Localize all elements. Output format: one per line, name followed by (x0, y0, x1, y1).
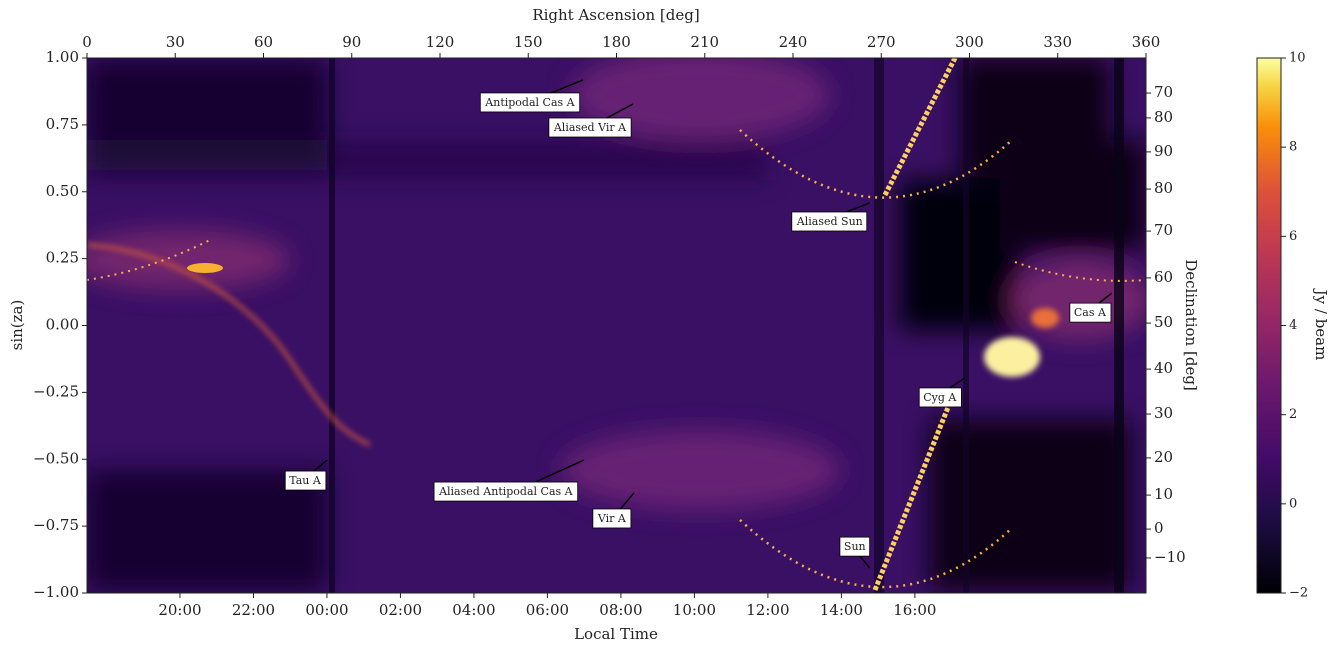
x-tick-label: 02:00 (379, 601, 422, 619)
x-tick-label: 14:00 (820, 601, 863, 619)
annotation-pointer (948, 377, 966, 390)
y2-tick-label: 30 (1154, 404, 1173, 422)
annotation-label: Sun (844, 540, 866, 553)
x2-tick-label: 270 (867, 33, 896, 51)
annotation-pointer (618, 492, 635, 511)
x2-tick-label: 0 (82, 33, 92, 51)
x2-tick-label: 240 (779, 33, 808, 51)
annotation-label: Cyg A (923, 391, 957, 404)
annotation-box (592, 508, 632, 529)
x2-tick-label: 330 (1043, 33, 1072, 51)
annotation-box (1069, 302, 1112, 323)
annotation-label: Antipodal Cas A (484, 96, 575, 109)
x-tick-label: 08:00 (599, 601, 642, 619)
heatmap-image (87, 58, 1146, 593)
annotation-pointer (532, 459, 585, 484)
y-tick-label: −0.75 (33, 516, 79, 534)
y-tick-label: −1.00 (33, 583, 79, 601)
annotation-box (791, 211, 868, 232)
y2-axis-label: Declination [deg] (1182, 259, 1200, 391)
x-tick-label: 20:00 (158, 601, 201, 619)
annotation-pointer (843, 202, 871, 214)
annotation-box (479, 92, 581, 113)
y2-tick-label: 50 (1154, 313, 1173, 331)
colorbar-tick-label: 10 (1289, 51, 1306, 66)
x-tick-label: 00:00 (305, 601, 348, 619)
annotation-pointer (604, 103, 634, 120)
y2-tick-label: 20 (1154, 448, 1173, 466)
x-axis-label: Local Time (574, 625, 658, 643)
annotation-pointer (312, 459, 328, 473)
y-tick-label: 0.25 (46, 249, 79, 267)
annotation-label: Aliased Antipodal Cas A (438, 485, 574, 498)
x2-tick-label: 180 (602, 33, 631, 51)
x-tick-label: 06:00 (526, 601, 569, 619)
colorbar-label: Jy / beam (1312, 288, 1330, 361)
annotation-box (433, 481, 579, 502)
colorbar-tick-label: 6 (1289, 229, 1297, 244)
annotation-pointer (1097, 292, 1113, 305)
annotation-box (548, 117, 632, 138)
colorbar-tick-label: 2 (1289, 407, 1297, 422)
y2-tick-label: 80 (1154, 179, 1173, 197)
x2-axis-label: Right Ascension [deg] (532, 6, 699, 24)
annotation-box (918, 387, 962, 408)
x2-tick-label: 90 (342, 33, 361, 51)
y2-tick-label: 70 (1154, 83, 1173, 101)
y-tick-label: 0.75 (46, 115, 79, 133)
annotation-label: Aliased Vir A (553, 121, 627, 134)
x2-tick-label: 150 (514, 33, 543, 51)
y-tick-label: −0.50 (33, 449, 79, 467)
annotation-label: Tau A (289, 474, 322, 487)
x2-tick-label: 210 (690, 33, 719, 51)
y-tick-label: 0.50 (46, 182, 79, 200)
y-axis-label: sin(za) (8, 300, 26, 351)
y2-tick-label: 90 (1154, 142, 1173, 160)
x2-tick-label: 120 (426, 33, 455, 51)
y-tick-label: −0.25 (33, 382, 79, 400)
annotation-box (284, 470, 327, 491)
y2-tick-label: 0 (1154, 519, 1164, 537)
colorbar-tick-label: −2 (1289, 586, 1308, 601)
x-tick-label: 10:00 (673, 601, 716, 619)
annotation-label: Cas A (1074, 306, 1107, 319)
y2-tick-label: 10 (1154, 485, 1173, 503)
y-tick-label: 1.00 (46, 48, 79, 66)
annotation-box (839, 536, 871, 557)
colorbar (1256, 57, 1282, 594)
y2-tick-label: 60 (1154, 268, 1173, 286)
y2-tick-label: 70 (1154, 221, 1173, 239)
colorbar-tick-label: 4 (1289, 318, 1297, 333)
y-tick-label: 0.00 (46, 316, 79, 334)
x-tick-label: 16:00 (893, 601, 936, 619)
annotation-pointer (548, 79, 584, 95)
x-tick-label: 12:00 (746, 601, 789, 619)
x-tick-label: 22:00 (232, 601, 275, 619)
annotation-pointer (859, 555, 871, 569)
x2-tick-label: 360 (1132, 33, 1161, 51)
annotation-label: Vir A (597, 512, 627, 525)
x2-tick-label: 300 (955, 33, 984, 51)
colorbar-tick-label: 0 (1289, 496, 1297, 511)
colorbar-tick-label: 8 (1289, 140, 1297, 155)
y2-tick-label: 40 (1154, 359, 1173, 377)
y2-tick-label: −10 (1154, 548, 1186, 566)
annotation-label: Aliased Sun (796, 215, 863, 228)
x-tick-label: 04:00 (452, 601, 495, 619)
x2-tick-label: 60 (254, 33, 273, 51)
x2-tick-label: 30 (166, 33, 185, 51)
y2-tick-label: 80 (1154, 108, 1173, 126)
